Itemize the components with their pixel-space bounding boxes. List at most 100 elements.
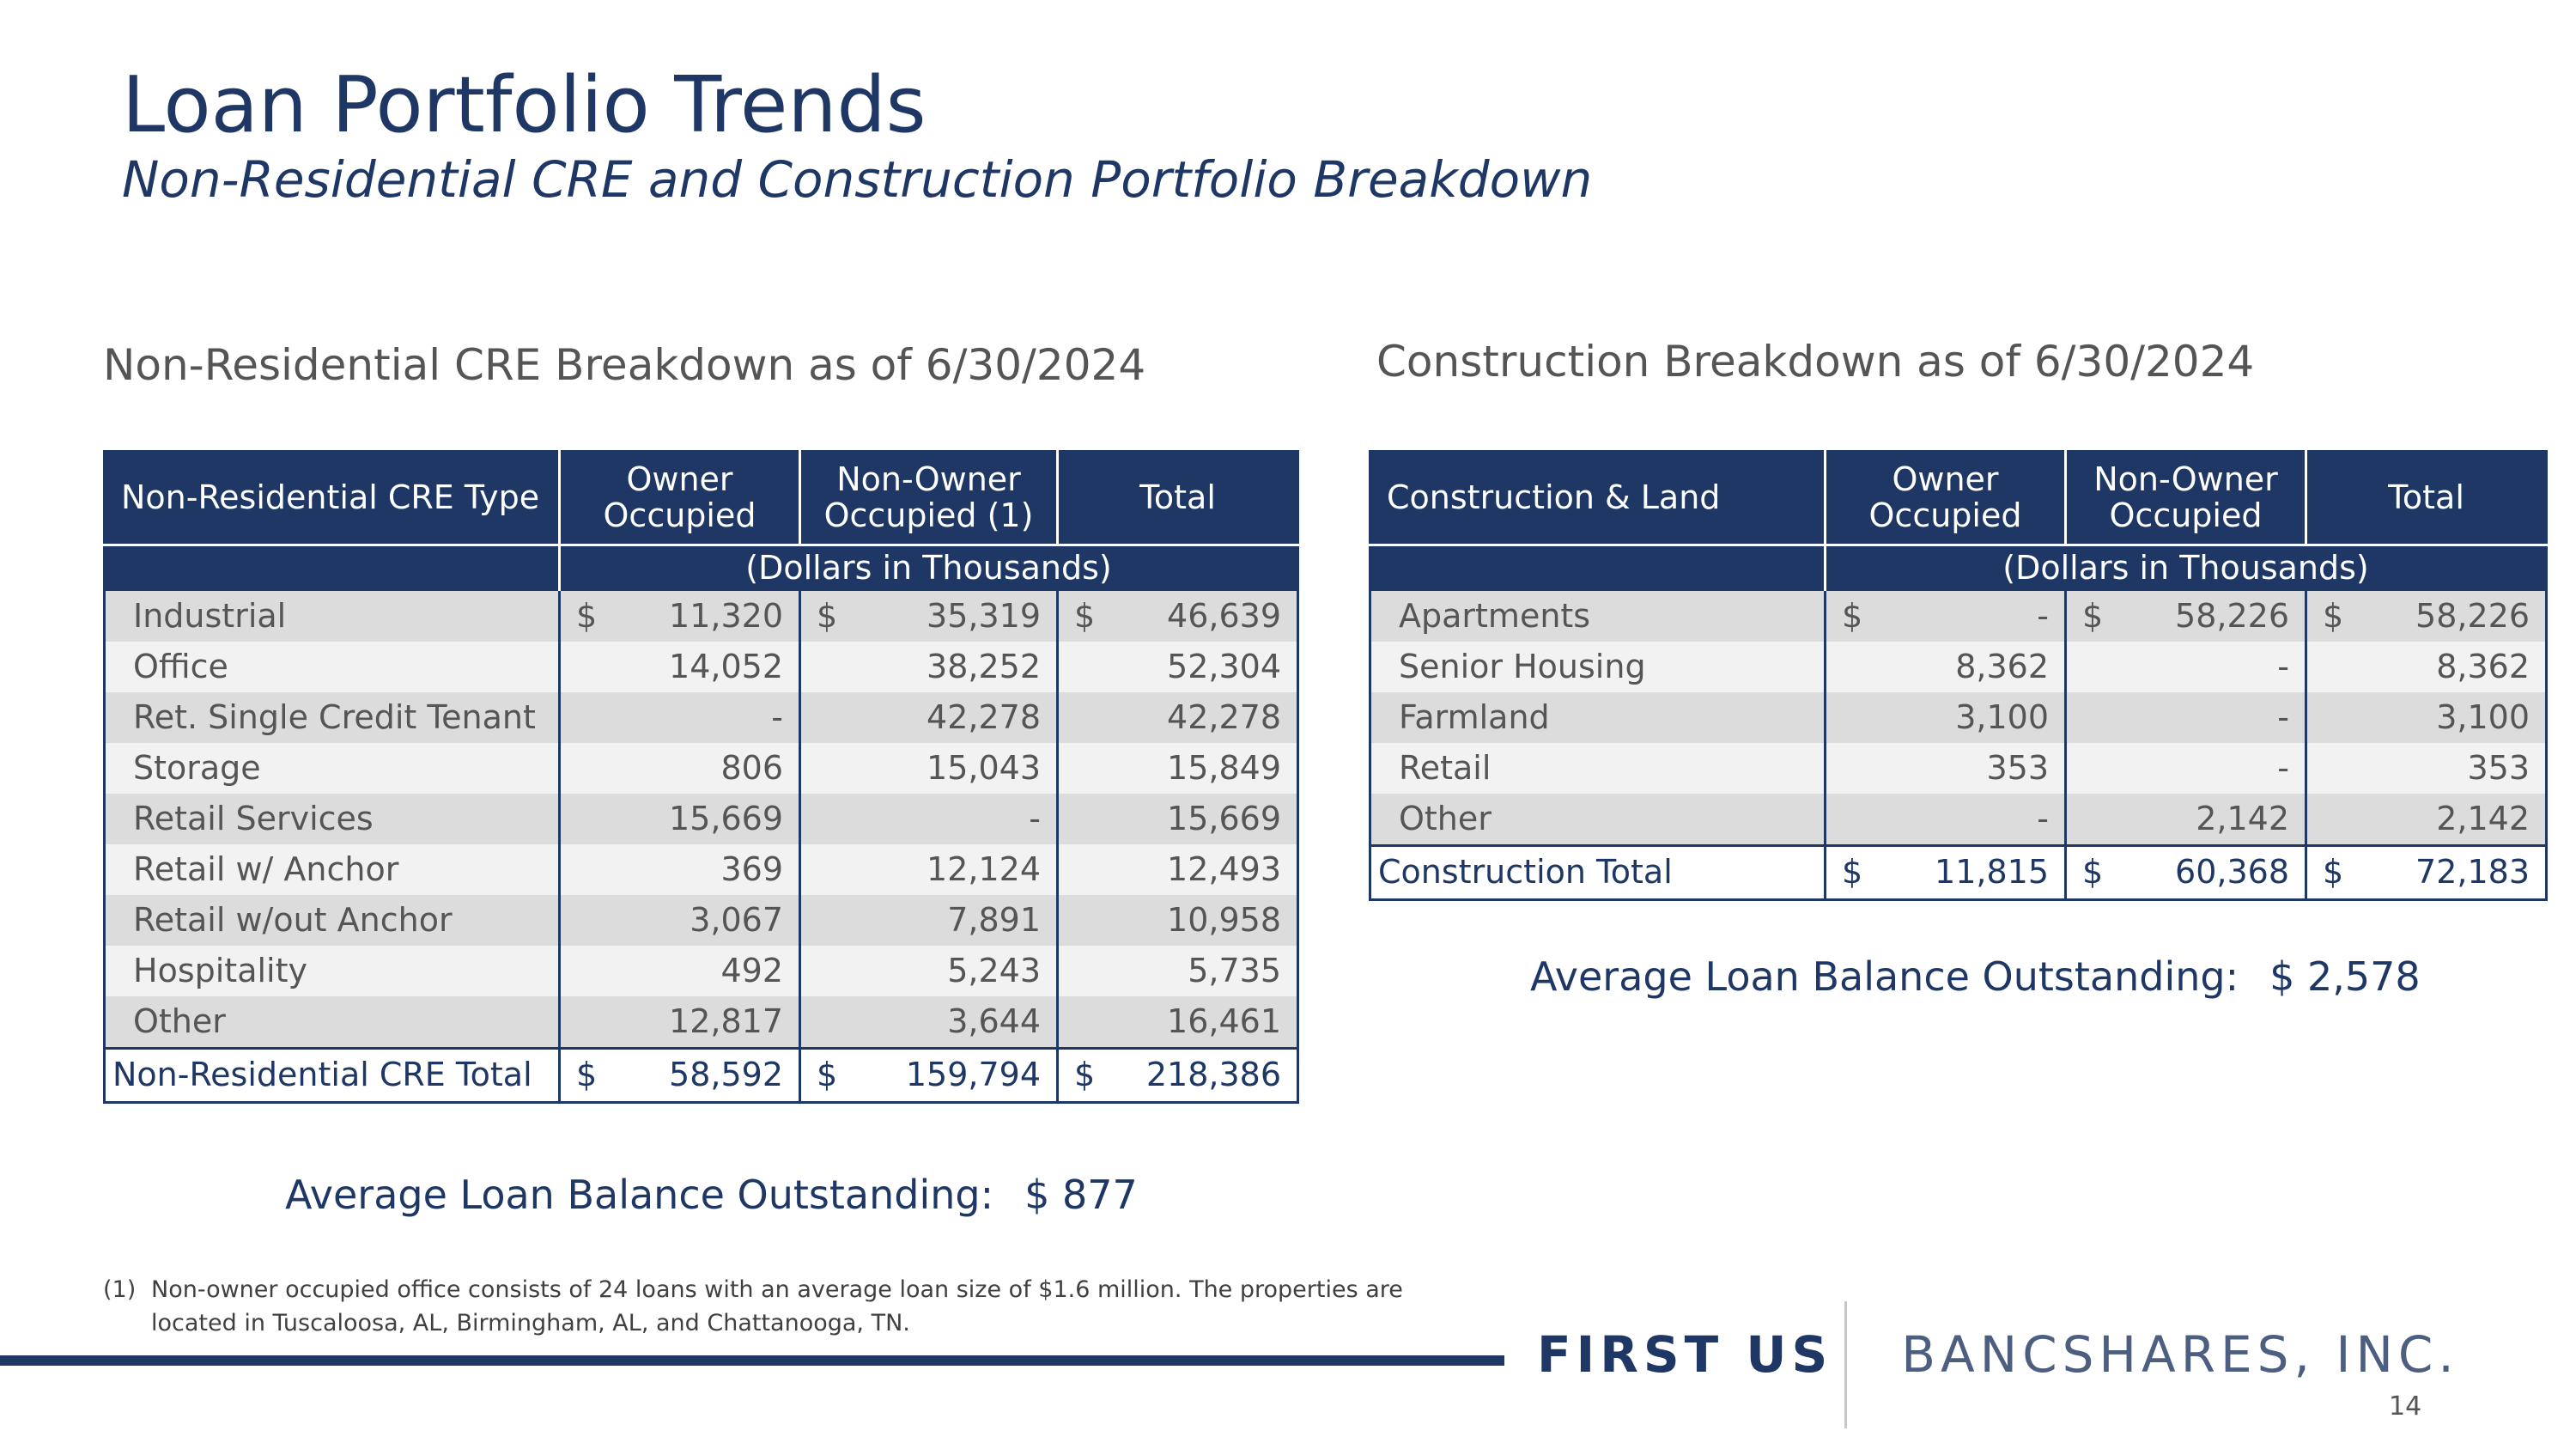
construction-total-label: Construction Total xyxy=(1370,844,1826,900)
currency-sign: $ xyxy=(817,1056,838,1094)
row-label: Farmland xyxy=(1370,692,1826,743)
currency-sign: $ xyxy=(2082,853,2104,892)
row-total: $58,226 xyxy=(2305,591,2547,642)
construction-col-total: Total xyxy=(2305,451,2547,545)
row-owner: 14,052 xyxy=(558,642,800,692)
brand-strong: FIRST US xyxy=(1537,1325,1833,1384)
cre-avg-value: $ 877 xyxy=(1024,1172,1138,1218)
cell-value: 5,735 xyxy=(1188,951,1281,989)
cell-value: 58,226 xyxy=(2175,596,2289,635)
cell-value: 15,669 xyxy=(1167,799,1281,837)
table-row: Hospitality 492 5,243 5,735 xyxy=(104,946,1298,996)
row-total: 42,278 xyxy=(1056,692,1298,743)
currency-sign: $ xyxy=(2323,853,2344,892)
cell-value: - xyxy=(771,697,783,736)
row-total: 12,493 xyxy=(1056,844,1298,895)
cell-value: 3,100 xyxy=(2436,697,2530,736)
cre-units-row: (Dollars in Thousands) xyxy=(104,544,1298,591)
cre-total-row: Non-Residential CRE Total $58,592 $159,7… xyxy=(104,1047,1298,1103)
brand-divider xyxy=(1844,1301,1847,1428)
cell-value: - xyxy=(2277,748,2289,787)
row-label: Retail xyxy=(1370,743,1826,794)
cell-value: 10,958 xyxy=(1167,900,1281,939)
table-row: Retail w/ Anchor 369 12,124 12,493 xyxy=(104,844,1298,895)
construction-table: Construction & Land Owner Occupied Non-O… xyxy=(1369,450,2548,901)
cre-total-total: $218,386 xyxy=(1056,1047,1298,1103)
row-non-owner: 12,124 xyxy=(799,844,1058,895)
cre-col-non-owner: Non-Owner Occupied (1) xyxy=(799,451,1058,545)
construction-avg-value: $ 2,578 xyxy=(2269,953,2421,1000)
construction-units-spacer xyxy=(1370,544,1826,591)
row-label: Senior Housing xyxy=(1370,642,1826,692)
cell-value: 42,278 xyxy=(927,697,1041,736)
row-non-owner: 42,278 xyxy=(799,692,1058,743)
row-owner: - xyxy=(558,692,800,743)
construction-heading: Construction Breakdown as of 6/30/2024 xyxy=(1376,337,2255,387)
cell-value: - xyxy=(2277,647,2289,685)
cell-value: - xyxy=(2037,799,2049,837)
row-label: Industrial xyxy=(104,591,560,642)
cell-value: 14,052 xyxy=(669,647,783,685)
cell-value: 8,362 xyxy=(1955,647,2049,685)
row-owner: $ - xyxy=(1824,591,2066,642)
cell-value: 353 xyxy=(2467,748,2530,787)
currency-sign: $ xyxy=(1074,1056,1096,1094)
row-non-owner: 3,644 xyxy=(799,996,1058,1049)
table-row: Retail 353 - 353 xyxy=(1370,743,2547,794)
row-total: 16,461 xyxy=(1056,996,1298,1049)
cell-value: - xyxy=(1029,799,1041,837)
footnote-text: Non-owner occupied office consists of 24… xyxy=(151,1276,1403,1337)
construction-total-total-value: 72,183 xyxy=(2415,853,2530,892)
row-label: Ret. Single Credit Tenant xyxy=(104,692,560,743)
table-row: Other 12,817 3,644 16,461 xyxy=(104,996,1298,1049)
footer-rule xyxy=(0,1355,1504,1366)
cell-value: 3,067 xyxy=(690,900,783,939)
cre-units-label: (Dollars in Thousands) xyxy=(559,544,1298,591)
row-total: 15,669 xyxy=(1056,794,1298,844)
construction-total-total: $72,183 xyxy=(2305,844,2547,900)
cre-col-owner: Owner Occupied xyxy=(558,451,800,545)
row-non-owner: - xyxy=(799,794,1058,844)
cre-col-type: Non-Residential CRE Type xyxy=(104,451,560,545)
cell-value: 8,362 xyxy=(2436,647,2530,685)
cre-total-non-owner: $159,794 xyxy=(799,1047,1058,1103)
cell-value: 52,304 xyxy=(1167,647,1281,685)
row-total: 52,304 xyxy=(1056,642,1298,692)
cell-value: 15,849 xyxy=(1167,748,1281,787)
row-total: $46,639 xyxy=(1056,591,1298,642)
row-label: Apartments xyxy=(1370,591,1826,642)
row-total: 8,362 xyxy=(2305,642,2547,692)
row-label: Retail w/ Anchor xyxy=(104,844,560,895)
cell-value: 7,891 xyxy=(947,900,1041,939)
row-owner: 3,100 xyxy=(1824,692,2066,743)
cell-value: 806 xyxy=(720,748,783,787)
construction-total-non-owner: $60,368 xyxy=(2064,844,2306,900)
currency-sign: $ xyxy=(1842,596,1863,635)
cell-value: 38,252 xyxy=(927,647,1041,685)
cell-value: 16,461 xyxy=(1167,1002,1281,1040)
row-total: 15,849 xyxy=(1056,743,1298,794)
cre-avg-label: Average Loan Balance Outstanding: xyxy=(285,1172,994,1218)
cell-value: 58,226 xyxy=(2415,596,2530,635)
brand-logo: FIRST US BANCSHARES, INC. xyxy=(1537,1330,2459,1379)
cell-value: 15,043 xyxy=(927,748,1041,787)
brand-light: BANCSHARES, INC. xyxy=(1901,1325,2459,1384)
table-row: Senior Housing 8,362 - 8,362 xyxy=(1370,642,2547,692)
cell-value: 353 xyxy=(1986,748,2049,787)
cre-table: Non-Residential CRE Type Owner Occupied … xyxy=(103,450,1299,1104)
row-owner: $11,320 xyxy=(558,591,800,642)
row-non-owner: 38,252 xyxy=(799,642,1058,692)
currency-sign: $ xyxy=(2082,596,2104,635)
table-row: Industrial $11,320 $35,319 $46,639 xyxy=(104,591,1298,642)
construction-total-owner: $11,815 xyxy=(1824,844,2066,900)
cre-units-spacer xyxy=(104,544,561,591)
row-owner: 15,669 xyxy=(558,794,800,844)
currency-sign: $ xyxy=(1842,853,1863,892)
construction-col-owner: Owner Occupied xyxy=(1824,451,2066,545)
row-owner: 369 xyxy=(558,844,800,895)
cre-total-label: Non-Residential CRE Total xyxy=(104,1047,560,1103)
cre-total-owner: $58,592 xyxy=(558,1047,800,1103)
construction-total-non-owner-value: 60,368 xyxy=(2175,853,2289,892)
construction-header-row: Construction & Land Owner Occupied Non-O… xyxy=(1370,451,2547,545)
row-total: 2,142 xyxy=(2305,794,2547,846)
